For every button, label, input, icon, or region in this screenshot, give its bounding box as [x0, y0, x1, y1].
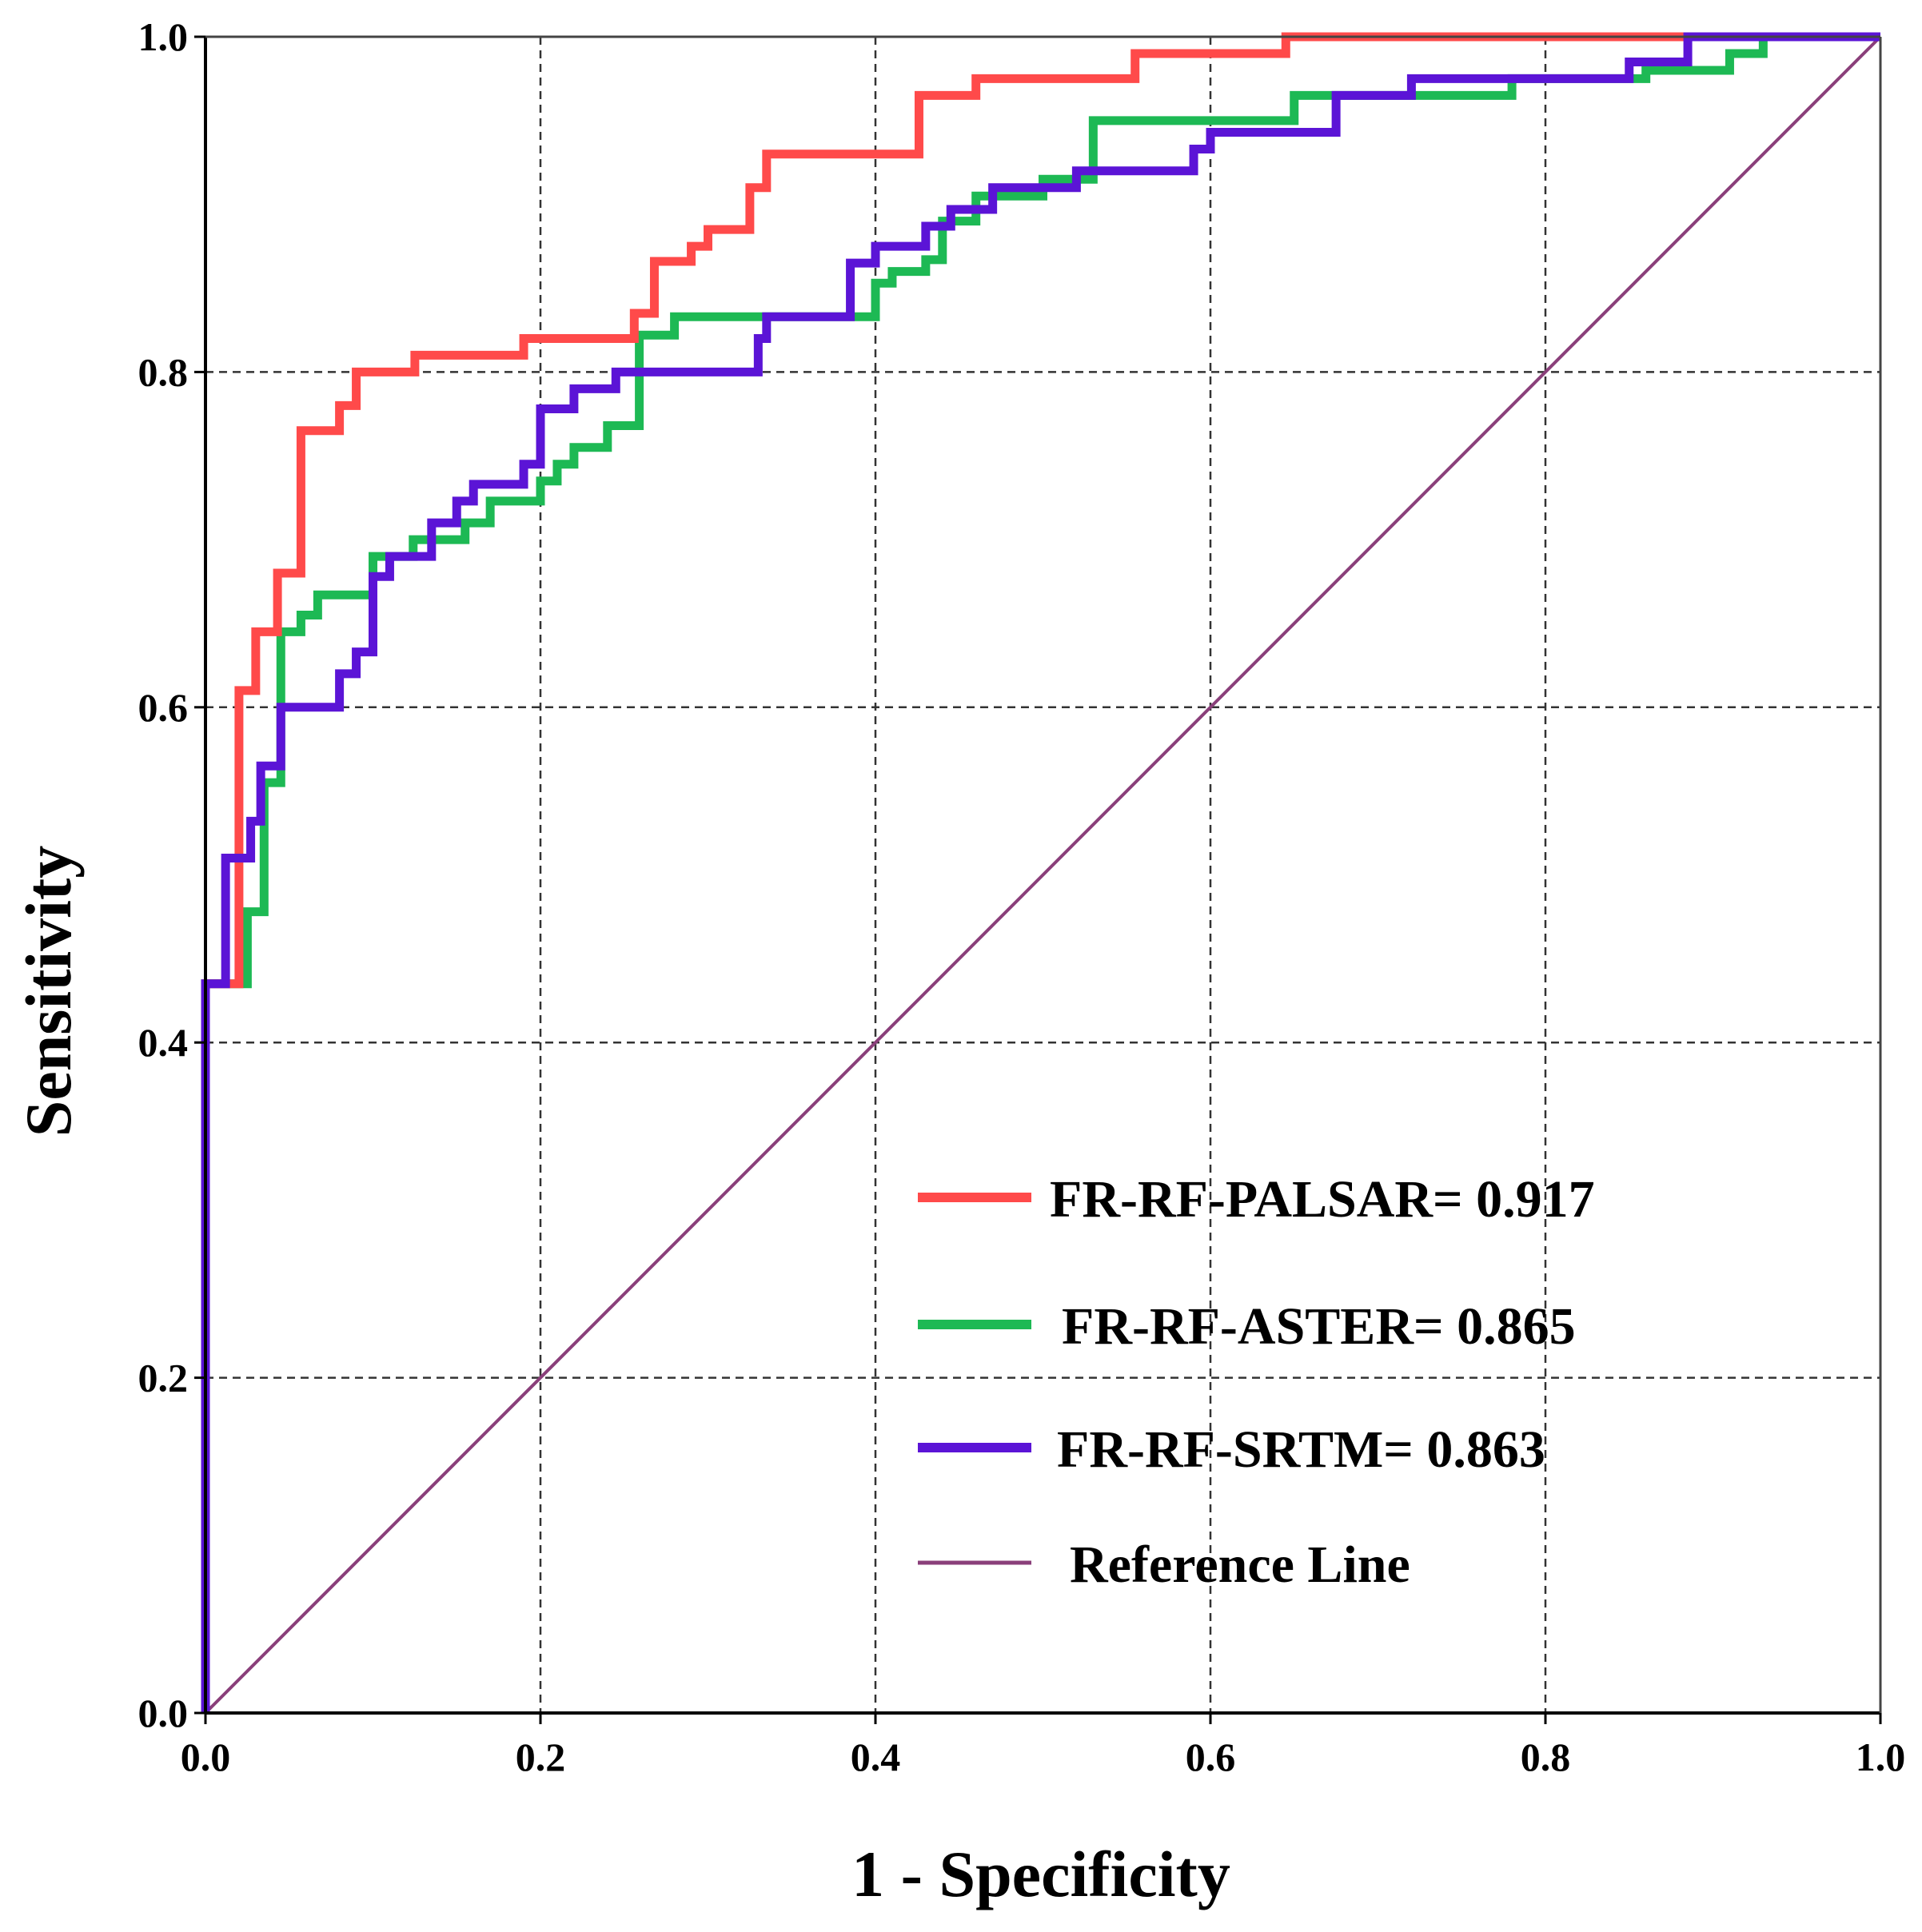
- ticks-layer: 0.0 0.2 0.4 0.6 0.8 1.0 0.0 0.2 0.4 0.6 0.8 1.0: [138, 14, 1906, 1779]
- series-line-aster: [201, 32, 1880, 1713]
- axes-layer: [204, 35, 1882, 1715]
- y-tick-label: 1.0: [138, 14, 189, 59]
- x-tick-label: 0.2: [516, 1735, 566, 1779]
- y-tick-label: 0.4: [138, 1020, 189, 1065]
- y-tick-label: 0.2: [138, 1356, 189, 1400]
- x-tick-label: 0.6: [1186, 1735, 1236, 1779]
- x-axis-title: 1 - Specificity: [851, 1838, 1230, 1910]
- legend-label-palsar: FR-RF-PALSAR= 0.917: [1050, 1170, 1595, 1229]
- y-tick-label: 0.8: [138, 349, 189, 394]
- x-tick-label: 0.4: [851, 1735, 901, 1779]
- series-layer: [201, 32, 1880, 1713]
- series-line-srtm: [201, 32, 1880, 1713]
- legend-label-srtm: FR-RF-SRTM= 0.863: [1057, 1420, 1545, 1479]
- legend: FR-RF-PALSAR= 0.917 FR-RF-ASTER= 0.865 FR-…: [918, 1170, 1595, 1594]
- reference-layer: [204, 35, 1882, 1715]
- legend-label-reference: Reference Line: [1070, 1536, 1410, 1594]
- x-tick-label: 0.0: [181, 1735, 231, 1779]
- x-tick-label: 1.0: [1856, 1735, 1906, 1779]
- series-line-palsar: [201, 32, 1880, 1713]
- y-axis-title: Sensitivity: [12, 846, 85, 1137]
- y-tick-label: 0.0: [138, 1691, 189, 1735]
- y-tick-label: 0.6: [138, 685, 189, 730]
- series-line-reference: [204, 35, 1882, 1715]
- legend-label-aster: FR-RF-ASTER= 0.865: [1062, 1297, 1576, 1356]
- x-tick-label: 0.8: [1521, 1735, 1571, 1779]
